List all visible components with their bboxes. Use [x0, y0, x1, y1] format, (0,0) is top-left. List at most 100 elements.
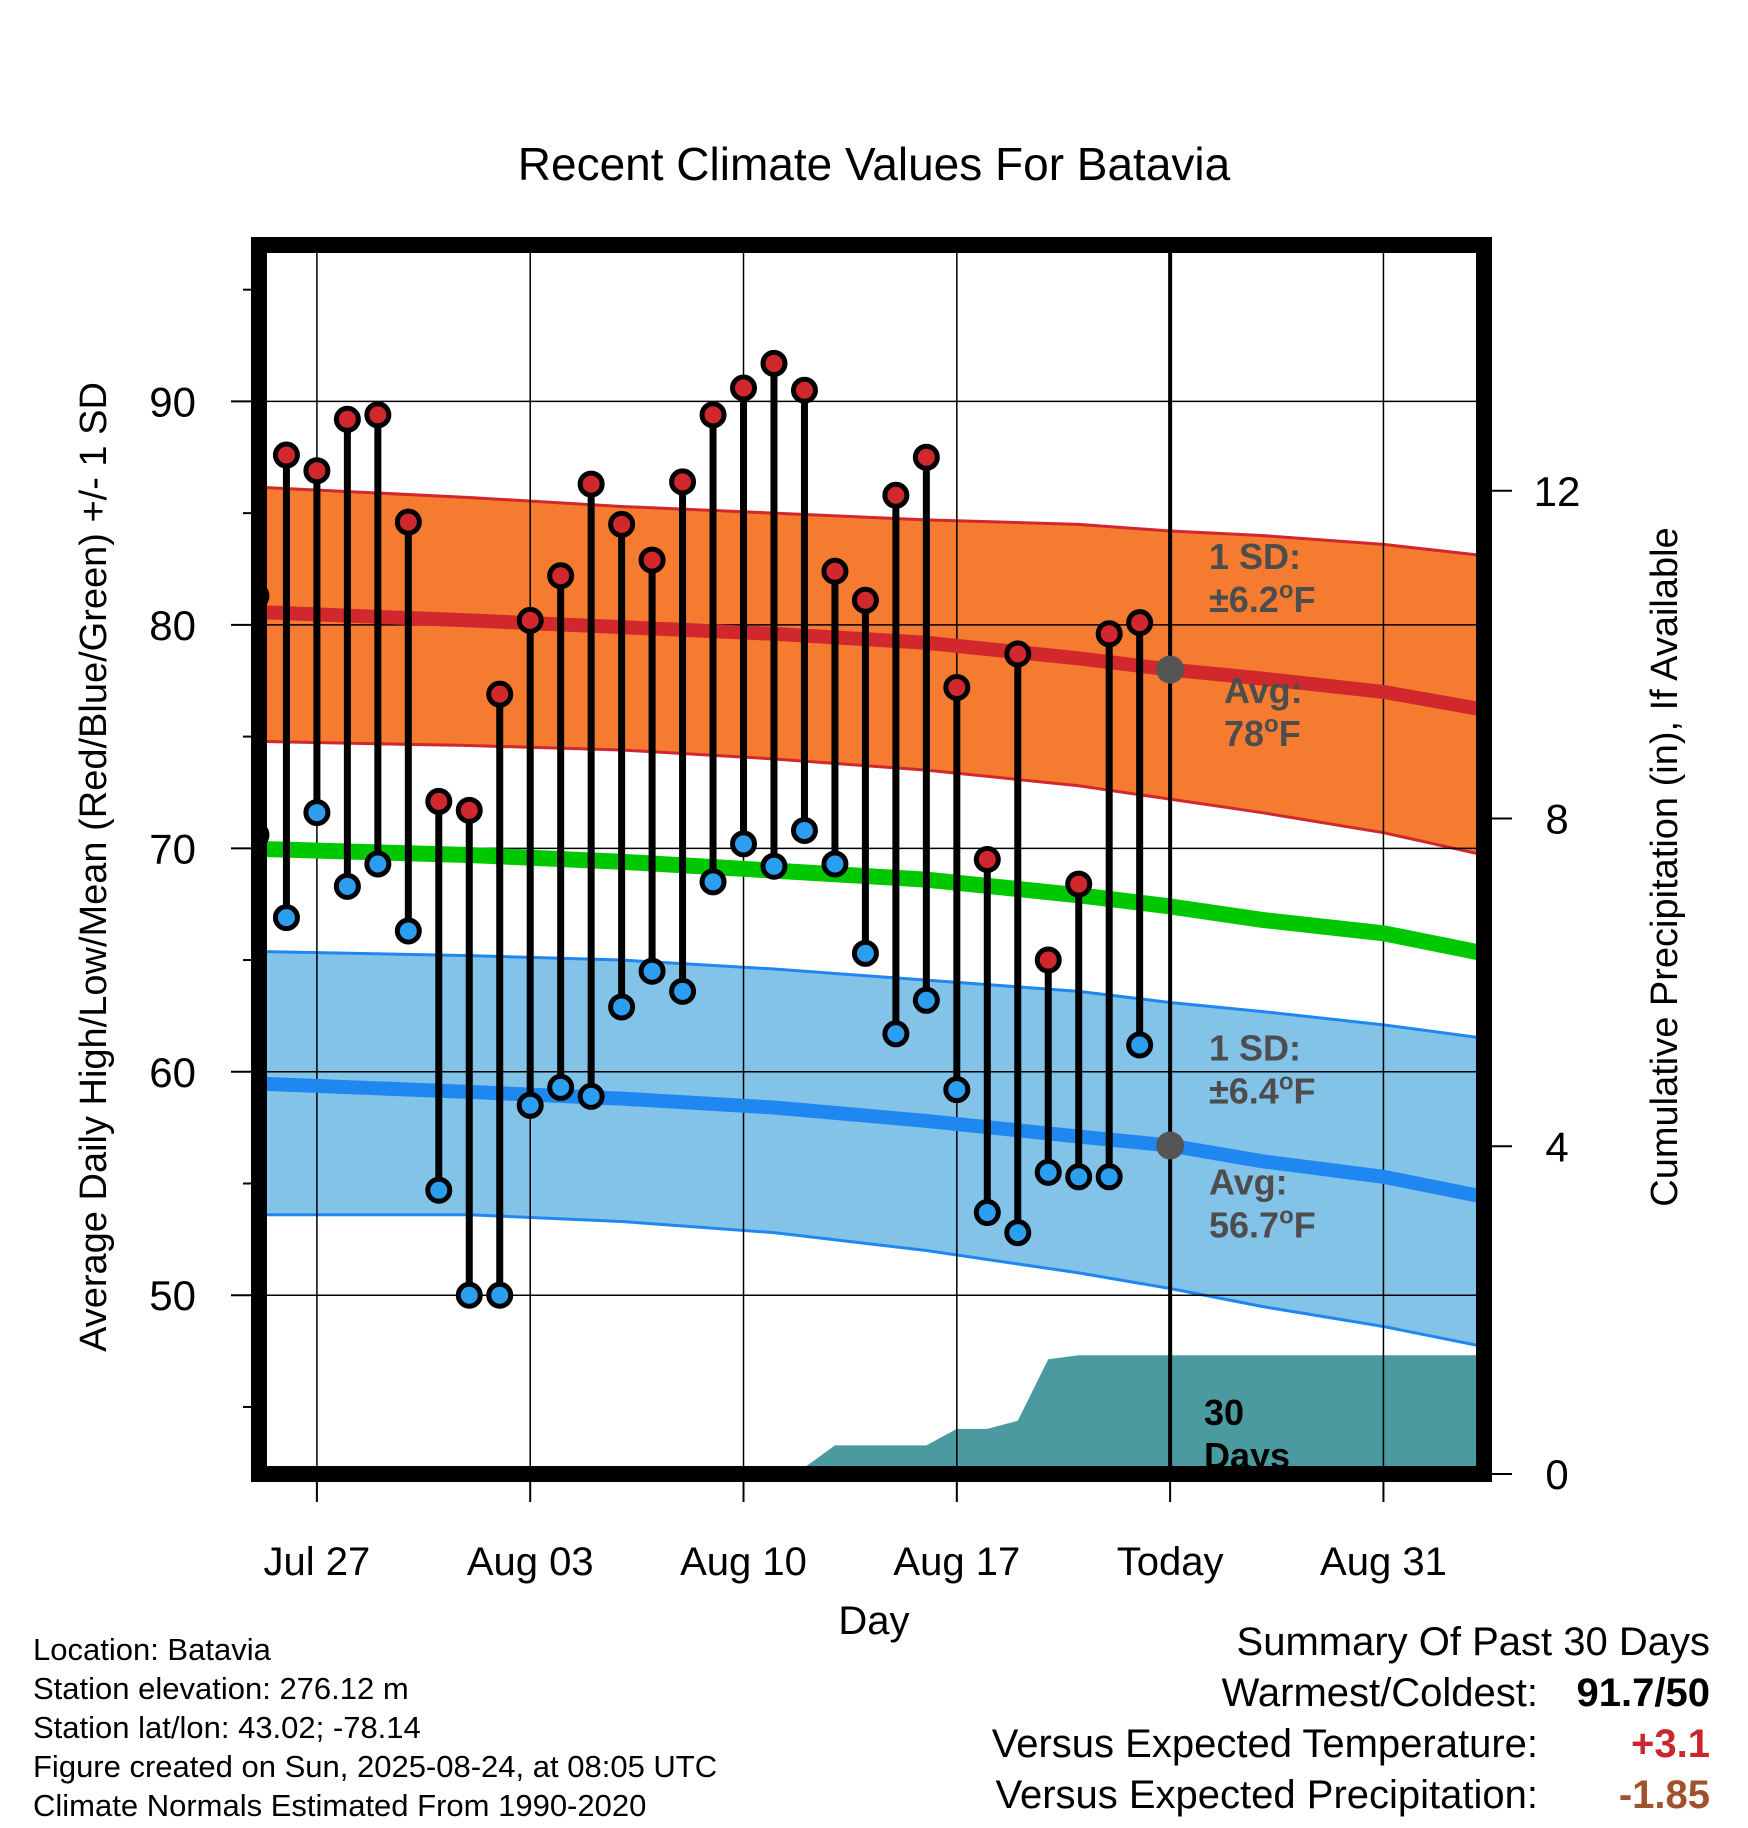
annotation-unit: F	[1293, 579, 1315, 620]
annotation-line2: 56.7oF	[1209, 1203, 1316, 1246]
daily-low-point	[364, 850, 392, 878]
station-info: Location: Batavia Station elevation: 276…	[33, 1630, 717, 1825]
x-tick-label: Jul 27	[264, 1540, 371, 1584]
today-low-avg-marker	[1156, 1131, 1185, 1160]
daily-low-point	[882, 1020, 910, 1048]
y2-tick-label: 4	[1545, 1123, 1568, 1170]
annotation-line2: ±6.4oF	[1209, 1069, 1315, 1112]
annotation-unit: F	[1293, 1071, 1315, 1112]
annotation-line1: 30	[1204, 1392, 1244, 1433]
x-tick-label: Aug 10	[680, 1540, 807, 1584]
y-tick-label: 90	[149, 378, 196, 425]
location-text: Location: Batavia	[33, 1632, 271, 1667]
daily-low-point	[303, 799, 331, 827]
daily-low-point	[1004, 1219, 1032, 1247]
precip-label: Versus Expected Precipitation:	[995, 1773, 1538, 1817]
daily-high-point	[303, 457, 331, 485]
summary-heading: Summary Of Past 30 Days	[1236, 1620, 1710, 1664]
y-tick-label: 50	[149, 1272, 196, 1319]
normals-text: Climate Normals Estimated From 1990-2020	[33, 1788, 647, 1823]
annotation-line2: 78oF	[1224, 711, 1301, 754]
annotation-line1: Avg:	[1224, 670, 1303, 711]
daily-high-point	[608, 510, 636, 538]
daily-low-point	[547, 1073, 575, 1101]
summary-panel: Summary Of Past 30 Days Warmest/Coldest:…	[992, 1620, 1710, 1824]
elevation-text: Station elevation: 276.12 m	[33, 1671, 409, 1706]
x-tick-label: Today	[1117, 1540, 1224, 1584]
daily-high-point	[882, 481, 910, 509]
daily-high-point	[455, 796, 483, 824]
precipitation-area	[259, 1355, 1484, 1474]
daily-high-point	[730, 374, 758, 402]
daily-low-point	[577, 1082, 605, 1110]
daily-low-point	[943, 1076, 971, 1104]
precip-row: Versus Expected Precipitation: -1.85	[992, 1773, 1710, 1824]
daily-high-point	[760, 349, 788, 377]
annotation-line2: ±6.2oF	[1209, 577, 1315, 620]
daily-low-point	[486, 1281, 514, 1309]
daily-high-point	[1095, 620, 1123, 648]
normal-mean-line	[259, 840, 1484, 962]
daily-high-point	[516, 606, 544, 634]
precip-value: -1.85	[1618, 1773, 1710, 1817]
annotation-unit-sup: o	[1279, 1069, 1294, 1096]
daily-high-point	[851, 586, 879, 614]
daily-low-point	[394, 917, 422, 945]
daily-low-point	[1065, 1163, 1093, 1191]
normal-high-line	[259, 605, 1484, 717]
daily-high-point	[638, 546, 666, 574]
y2-tick-label: 0	[1545, 1451, 1568, 1498]
daily-high-point	[364, 401, 392, 429]
daily-high-point	[394, 508, 422, 536]
temp-row: Versus Expected Temperature: +3.1	[992, 1722, 1710, 1773]
daily-high-point	[547, 562, 575, 590]
daily-high-point	[1126, 609, 1154, 637]
x-tick-label: Aug 17	[893, 1540, 1020, 1584]
daily-low-point	[699, 868, 727, 896]
daily-high-point	[333, 405, 361, 433]
y2-tick-label: 12	[1534, 468, 1581, 515]
latlon-text: Station lat/lon: 43.02; -78.14	[33, 1710, 421, 1745]
daily-low-point	[760, 852, 788, 880]
today-high-avg-marker	[1156, 655, 1185, 684]
daily-high-point	[1004, 640, 1032, 668]
warm-cold-value: 91.7/50	[1576, 1671, 1710, 1715]
warm-cold-row: Warmest/Coldest: 91.7/50	[992, 1671, 1710, 1722]
daily-high-point	[912, 443, 940, 471]
annotation-line1: Avg:	[1209, 1162, 1288, 1203]
y-tick-label: 80	[149, 602, 196, 649]
daily-low-point	[821, 850, 849, 878]
warm-cold-label: Warmest/Coldest:	[1221, 1671, 1538, 1715]
normal-low-line	[259, 1076, 1484, 1204]
y-tick-label: 70	[149, 825, 196, 872]
low-sd-band	[259, 951, 1484, 1347]
daily-low-point	[730, 830, 758, 858]
daily-low-point	[669, 977, 697, 1005]
daily-high-point	[1034, 946, 1062, 974]
high-plus-sd-line	[259, 485, 1484, 558]
y2-axis-label: Cumulative Precipitation (in), If Availa…	[1644, 527, 1686, 1206]
annotation-unit-sup: o	[1279, 577, 1294, 604]
daily-high-point	[669, 468, 697, 496]
daily-high-point	[973, 846, 1001, 873]
daily-high-point	[821, 557, 849, 585]
daily-high-point	[577, 470, 605, 498]
daily-high-point	[272, 441, 300, 469]
low-plus-sd-line	[259, 949, 1484, 1040]
x-axis-label: Day	[838, 1599, 909, 1643]
annotation-unit: F	[1294, 1205, 1316, 1246]
x-tick-label: Aug 31	[1320, 1540, 1447, 1584]
daily-low-point	[638, 957, 666, 985]
annotation-unit-sup: o	[1279, 1203, 1294, 1230]
daily-low-point	[272, 904, 300, 932]
annotation-unit: F	[1279, 713, 1301, 754]
daily-high-point	[699, 401, 727, 429]
temp-label: Versus Expected Temperature:	[991, 1722, 1538, 1766]
daily-low-point	[333, 872, 361, 900]
daily-high-point	[790, 376, 818, 404]
daily-high-point	[1065, 870, 1093, 898]
daily-low-point	[516, 1091, 544, 1119]
